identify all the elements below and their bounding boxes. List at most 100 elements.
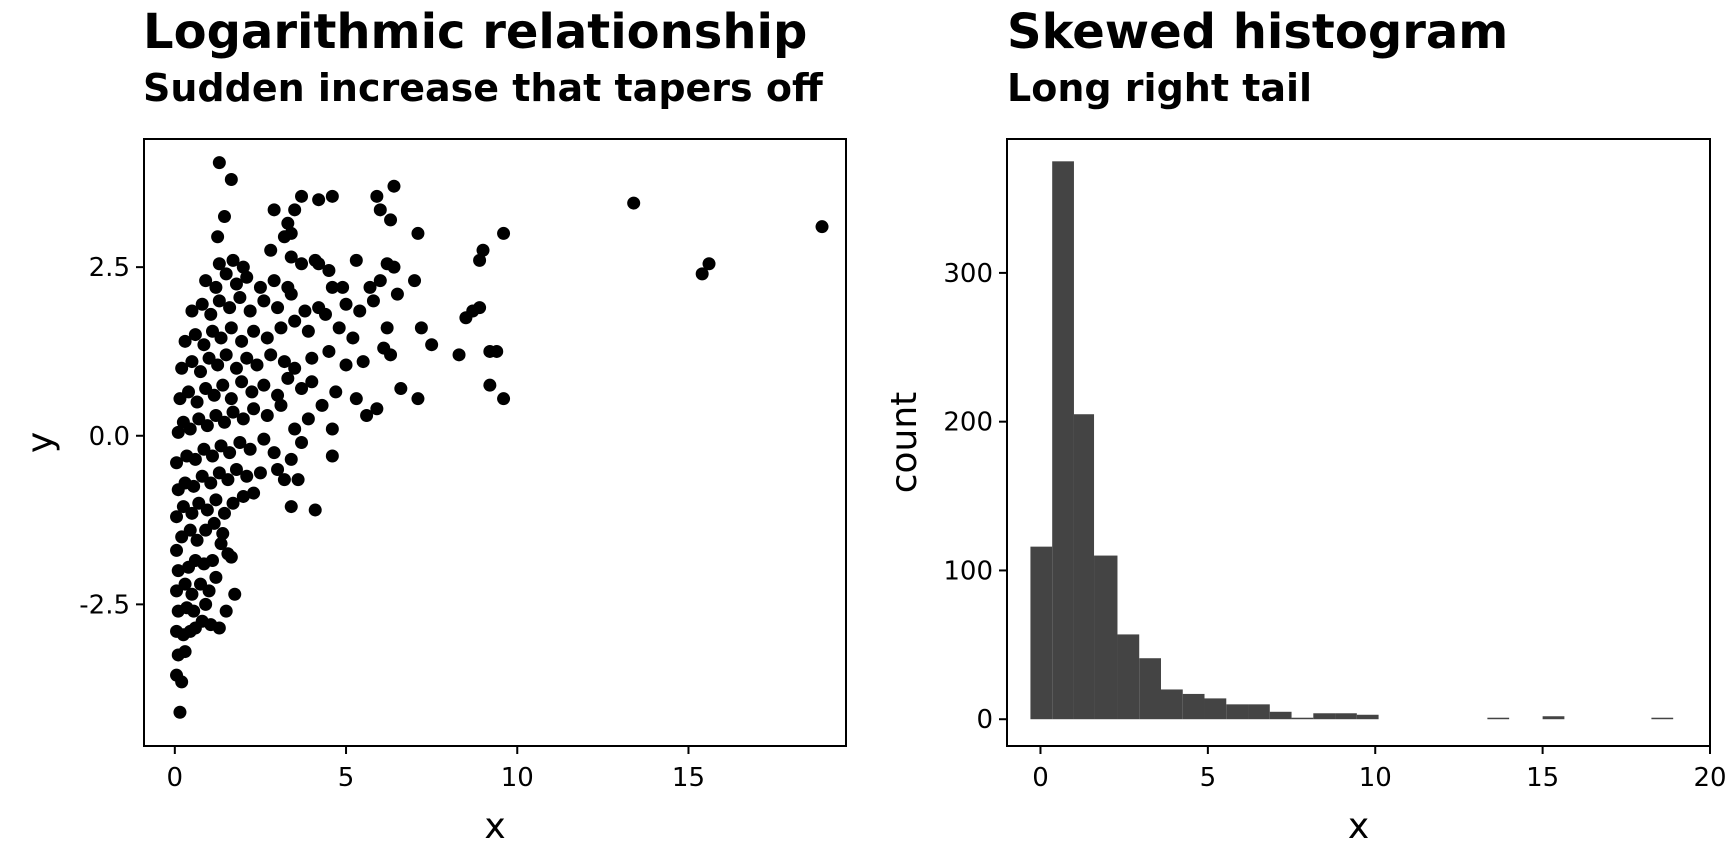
scatter-point — [257, 294, 271, 308]
scatter-point — [387, 179, 401, 193]
scatter-point — [322, 264, 336, 278]
scatter-point — [236, 260, 250, 274]
scatter-point — [233, 290, 247, 304]
histogram-x-axis-label: x — [1348, 806, 1369, 847]
scatter-point — [205, 554, 219, 568]
scatter-point — [298, 304, 312, 318]
scatter-point — [295, 257, 309, 271]
histogram-bar — [1204, 698, 1227, 720]
scatter-point — [497, 226, 511, 240]
histogram-x-tick-label: 20 — [1693, 763, 1726, 793]
scatter-point — [356, 355, 370, 369]
scatter-point — [217, 210, 231, 224]
histogram-bar — [1117, 634, 1140, 720]
scatter-point — [360, 409, 374, 423]
scatter-point — [224, 550, 238, 564]
histogram-bar — [1030, 546, 1053, 720]
histogram-bar — [1313, 713, 1336, 720]
scatter-point — [295, 189, 309, 203]
scatter-point — [271, 462, 285, 476]
histogram-bar — [1291, 717, 1314, 720]
scatter-point — [216, 527, 230, 541]
scatter-point — [452, 348, 466, 362]
scatter-point — [170, 543, 184, 557]
scatter-point — [497, 392, 511, 406]
scatter-point — [178, 645, 192, 659]
scatter-title: Logarithmic relationship — [143, 4, 808, 60]
scatter-point — [346, 331, 360, 345]
scatter-point — [207, 388, 221, 402]
scatter-point — [240, 270, 254, 284]
scatter-point — [373, 203, 387, 217]
scatter-point — [271, 301, 285, 315]
scatter-point — [815, 220, 829, 234]
scatter-point — [212, 621, 226, 635]
scatter-point — [247, 402, 261, 416]
scatter-point — [212, 294, 226, 308]
histogram-bar — [1248, 704, 1270, 720]
scatter-point — [408, 274, 422, 288]
scatter-point — [267, 203, 281, 217]
histogram-subtitle: Long right tail — [1007, 66, 1313, 110]
scatter-point — [200, 503, 214, 517]
scatter-point — [288, 203, 302, 217]
scatter-y-axis-label: y — [20, 432, 61, 453]
scatter-point — [274, 321, 288, 335]
scatter-point — [212, 156, 226, 170]
scatter-point — [284, 500, 298, 514]
scatter-point — [240, 351, 254, 365]
scatter-point — [260, 331, 274, 345]
scatter-point — [281, 371, 295, 385]
scatter-point — [178, 334, 192, 348]
scatter-point — [236, 489, 250, 503]
scatter-point — [211, 230, 225, 244]
scatter-point — [245, 385, 259, 399]
scatter-point — [394, 382, 408, 396]
scatter-point — [200, 419, 214, 433]
scatter-point — [236, 412, 250, 426]
scatter-point — [219, 604, 233, 618]
scatter-point — [235, 334, 249, 348]
histogram-x-tick-label: 10 — [1359, 763, 1392, 793]
scatter-point — [411, 226, 425, 240]
scatter-point — [329, 385, 343, 399]
histogram-y-tick-label: 200 — [943, 408, 993, 438]
histogram-y-axis-label: count — [884, 392, 925, 494]
scatter-point — [190, 395, 204, 409]
scatter-point — [370, 189, 384, 203]
histogram-bar — [1269, 711, 1292, 720]
scatter-point — [312, 257, 326, 271]
scatter-subtitle: Sudden increase that tapers off — [143, 66, 823, 110]
scatter-point — [207, 516, 221, 530]
scatter-point — [226, 496, 240, 510]
scatter-point — [380, 321, 394, 335]
scatter-point — [199, 274, 213, 288]
scatter-point — [216, 378, 230, 392]
scatter-point — [370, 402, 384, 416]
scatter-point — [349, 392, 363, 406]
histogram-y-tick-label: 0 — [976, 705, 993, 735]
histogram-plot-frame — [1006, 138, 1711, 747]
scatter-point — [185, 587, 199, 601]
histogram-x-tick-label: 0 — [1032, 763, 1049, 793]
scatter-point — [288, 422, 302, 436]
scatter-point — [195, 297, 209, 311]
scatter-point — [267, 274, 281, 288]
histogram-y-tick-label: 100 — [943, 556, 993, 586]
scatter-point — [209, 570, 223, 584]
scatter-point — [336, 280, 350, 294]
scatter-panel: 0 5 10 15 -2.5 0.0 2.5 x y Logarithmic relations… — [20, 4, 847, 847]
scatter-point — [284, 452, 298, 466]
scatter-point — [243, 304, 257, 318]
scatter-point — [384, 348, 398, 362]
scatter-point — [187, 479, 201, 493]
scatter-point — [325, 280, 339, 294]
scatter-point — [363, 280, 377, 294]
scatter-point — [366, 294, 380, 308]
scatter-point — [490, 344, 504, 358]
scatter-point — [224, 172, 238, 186]
scatter-point — [217, 415, 231, 429]
scatter-point — [288, 314, 302, 328]
scatter-point — [312, 301, 326, 315]
scatter-point — [301, 324, 315, 338]
